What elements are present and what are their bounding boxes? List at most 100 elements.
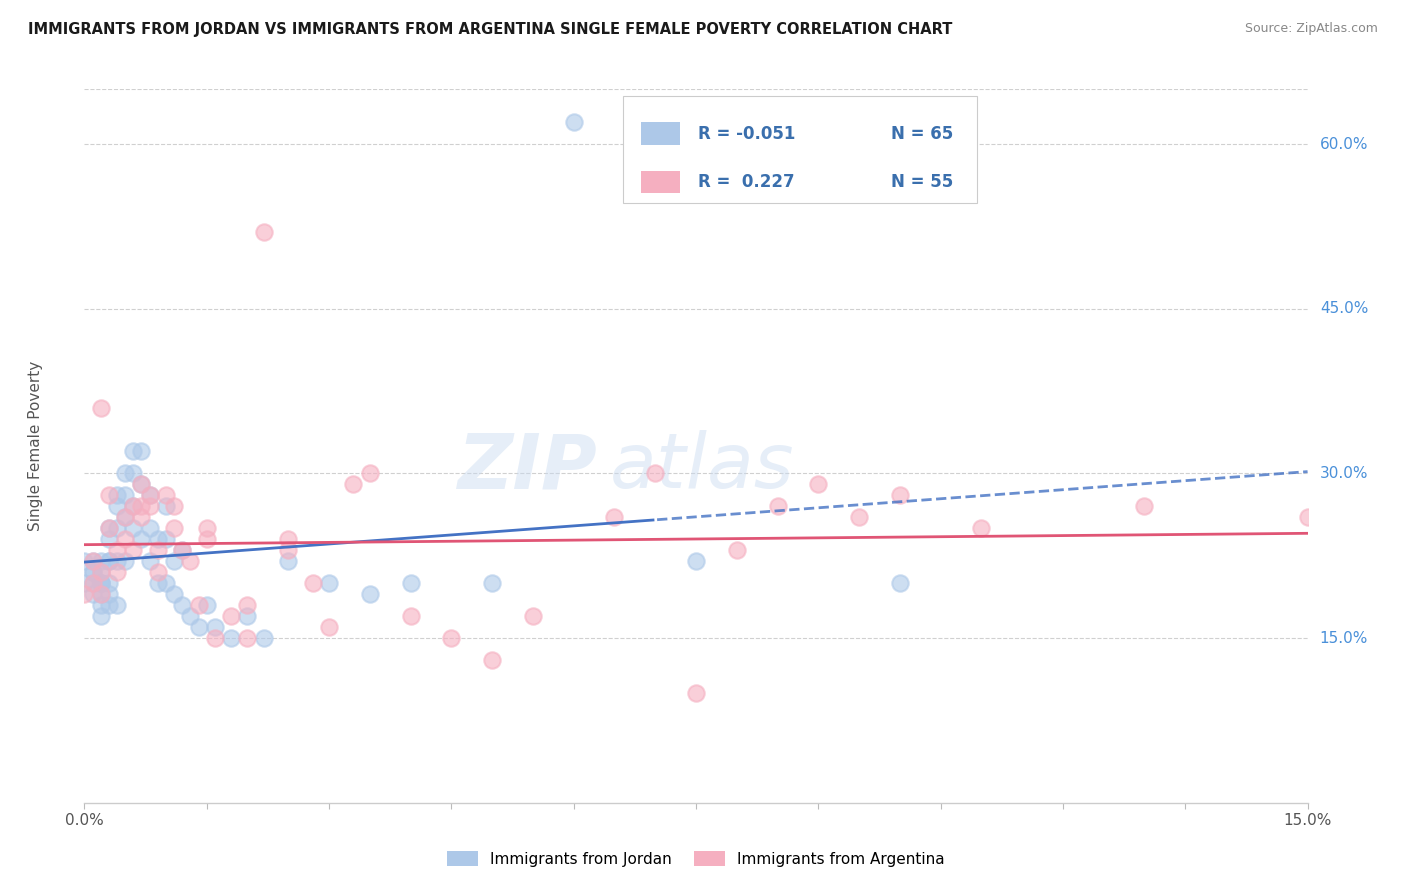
Point	[481, 653, 503, 667]
Point	[131, 500, 153, 514]
Point	[97, 576, 120, 591]
Point	[105, 554, 128, 568]
Point	[146, 543, 169, 558]
Point	[114, 533, 136, 547]
Point	[105, 598, 128, 612]
Point	[644, 467, 666, 481]
Point	[73, 554, 96, 568]
Point	[114, 510, 136, 524]
Text: R = -0.051: R = -0.051	[699, 125, 796, 143]
Point	[399, 576, 422, 591]
Point	[318, 576, 340, 591]
Point	[481, 576, 503, 591]
Point	[105, 566, 128, 580]
Point	[301, 576, 323, 591]
Point	[122, 521, 145, 535]
Point	[685, 554, 707, 568]
Point	[82, 566, 104, 580]
Point	[82, 554, 104, 568]
Point	[685, 686, 707, 700]
Point	[90, 401, 112, 415]
Point	[146, 533, 169, 547]
Point	[236, 598, 259, 612]
Point	[105, 521, 128, 535]
Point	[359, 587, 381, 601]
Point	[1296, 510, 1319, 524]
Point	[195, 533, 218, 547]
Point	[277, 554, 299, 568]
Point	[172, 598, 194, 612]
Point	[146, 576, 169, 591]
Point	[163, 587, 186, 601]
Point	[131, 510, 153, 524]
Point	[138, 521, 160, 535]
Point	[90, 587, 112, 601]
Point	[889, 576, 911, 591]
Point	[138, 488, 160, 502]
Point	[187, 598, 209, 612]
Point	[1133, 500, 1156, 514]
Point	[122, 444, 145, 458]
Point	[90, 554, 112, 568]
Text: 60.0%: 60.0%	[1320, 136, 1368, 152]
Point	[807, 477, 830, 491]
Point	[236, 631, 259, 645]
Point	[195, 521, 218, 535]
Point	[236, 609, 259, 624]
Text: 30.0%: 30.0%	[1320, 466, 1368, 481]
Point	[131, 533, 153, 547]
Point	[179, 609, 201, 624]
Point	[114, 510, 136, 524]
Point	[122, 500, 145, 514]
Text: ZIP: ZIP	[458, 431, 598, 504]
Point	[172, 543, 194, 558]
Point	[204, 620, 226, 634]
Text: IMMIGRANTS FROM JORDAN VS IMMIGRANTS FROM ARGENTINA SINGLE FEMALE POVERTY CORREL: IMMIGRANTS FROM JORDAN VS IMMIGRANTS FRO…	[28, 22, 952, 37]
Point	[105, 543, 128, 558]
Point	[73, 587, 96, 601]
Point	[138, 488, 160, 502]
Point	[889, 488, 911, 502]
FancyBboxPatch shape	[641, 122, 681, 145]
Point	[603, 510, 626, 524]
Point	[277, 543, 299, 558]
Point	[163, 500, 186, 514]
Point	[179, 554, 201, 568]
Text: R =  0.227: R = 0.227	[699, 173, 794, 191]
Point	[253, 225, 276, 239]
Point	[848, 510, 870, 524]
Point	[359, 467, 381, 481]
Point	[122, 500, 145, 514]
Point	[725, 543, 748, 558]
Point	[187, 620, 209, 634]
Point	[90, 587, 112, 601]
Point	[131, 444, 153, 458]
Point	[82, 576, 104, 591]
Legend: Immigrants from Jordan, Immigrants from Argentina: Immigrants from Jordan, Immigrants from …	[447, 851, 945, 866]
Point	[114, 554, 136, 568]
FancyBboxPatch shape	[623, 96, 977, 203]
Point	[105, 500, 128, 514]
Point	[522, 609, 544, 624]
Point	[90, 609, 112, 624]
Point	[219, 609, 242, 624]
Point	[138, 500, 160, 514]
Point	[195, 598, 218, 612]
Text: N = 55: N = 55	[890, 173, 953, 191]
Point	[97, 587, 120, 601]
Point	[399, 609, 422, 624]
Point	[90, 576, 112, 591]
Point	[82, 566, 104, 580]
Point	[90, 576, 112, 591]
Point	[146, 566, 169, 580]
Point	[253, 631, 276, 645]
Point	[131, 477, 153, 491]
Point	[105, 488, 128, 502]
Point	[90, 576, 112, 591]
Point	[155, 533, 177, 547]
Point	[122, 467, 145, 481]
Point	[114, 488, 136, 502]
Point	[155, 576, 177, 591]
Point	[562, 115, 585, 129]
Point	[342, 477, 364, 491]
